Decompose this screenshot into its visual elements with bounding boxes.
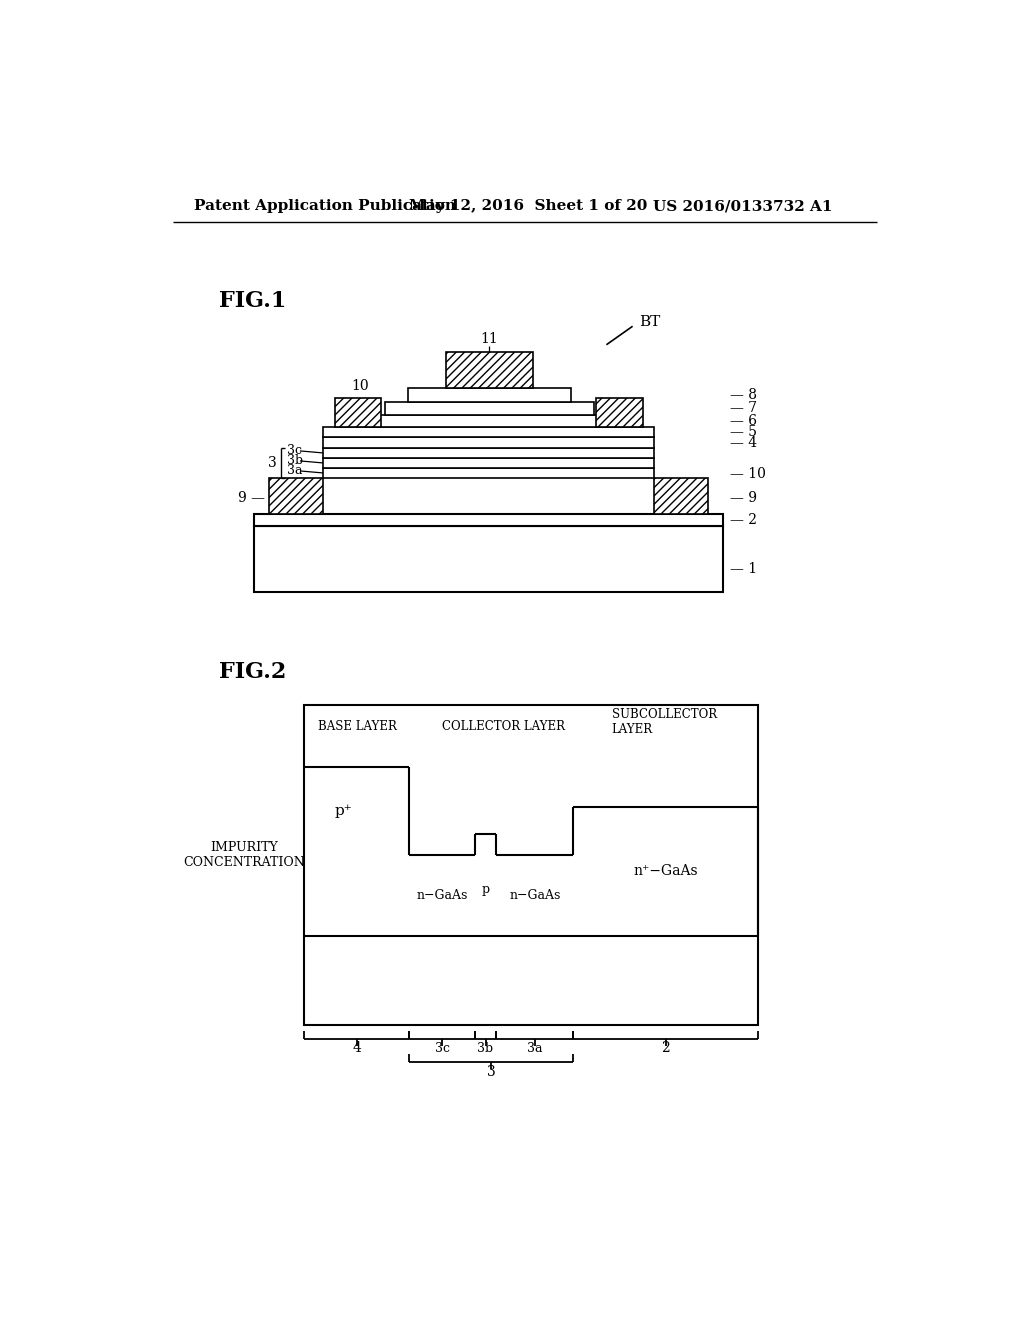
Bar xyxy=(335,397,381,428)
Text: Patent Application Publication: Patent Application Publication xyxy=(194,199,456,213)
Text: — 1: — 1 xyxy=(730,562,757,576)
Bar xyxy=(366,414,613,428)
Text: n−GaAs: n−GaAs xyxy=(417,890,468,902)
Text: COLLECTOR LAYER: COLLECTOR LAYER xyxy=(442,721,565,733)
Text: FIG.1: FIG.1 xyxy=(219,290,287,312)
Text: BASE LAYER: BASE LAYER xyxy=(317,721,396,733)
Text: May 12, 2016  Sheet 1 of 20: May 12, 2016 Sheet 1 of 20 xyxy=(410,199,647,213)
Text: 4: 4 xyxy=(352,1041,361,1056)
Text: — 8: — 8 xyxy=(730,388,757,401)
Text: — 5: — 5 xyxy=(730,425,757,440)
Bar xyxy=(323,437,654,447)
Bar xyxy=(254,515,724,527)
Bar xyxy=(323,447,654,458)
Bar xyxy=(269,478,323,515)
Text: 3a: 3a xyxy=(527,1043,543,1056)
Text: US 2016/0133732 A1: US 2016/0133732 A1 xyxy=(652,199,833,213)
Text: — 10: — 10 xyxy=(730,467,766,480)
Text: 3: 3 xyxy=(268,455,276,470)
Text: — 2: — 2 xyxy=(730,513,757,527)
Text: 3c: 3c xyxy=(287,445,302,458)
Text: 3b: 3b xyxy=(287,454,303,467)
Bar xyxy=(654,478,708,515)
Text: SUBCOLLECTOR
LAYER: SUBCOLLECTOR LAYER xyxy=(611,708,717,737)
Bar xyxy=(254,527,724,591)
Text: 9 —: 9 — xyxy=(238,491,264,504)
Text: 3: 3 xyxy=(487,1064,496,1078)
Bar xyxy=(323,458,654,469)
Text: 10: 10 xyxy=(351,379,370,393)
Text: n−GaAs: n−GaAs xyxy=(509,890,560,902)
Bar xyxy=(446,352,532,388)
Text: n⁺−GaAs: n⁺−GaAs xyxy=(634,865,698,878)
Text: — 6: — 6 xyxy=(730,414,757,428)
Text: — 9: — 9 xyxy=(730,491,757,504)
Bar xyxy=(323,469,654,478)
Bar xyxy=(323,428,654,437)
Text: 3c: 3c xyxy=(434,1043,450,1056)
Bar xyxy=(596,397,643,428)
Text: p⁺: p⁺ xyxy=(335,804,352,818)
Text: p: p xyxy=(481,883,489,896)
Text: — 7: — 7 xyxy=(730,401,757,416)
Text: 11: 11 xyxy=(480,333,499,346)
Bar xyxy=(385,401,594,414)
Text: IMPURITY
CONCENTRATION: IMPURITY CONCENTRATION xyxy=(183,841,305,870)
Bar xyxy=(408,388,571,401)
Text: 3b: 3b xyxy=(477,1043,494,1056)
Text: — 4: — 4 xyxy=(730,436,757,450)
Text: BT: BT xyxy=(639,315,660,330)
Text: 3a: 3a xyxy=(287,465,302,478)
Text: FIG.2: FIG.2 xyxy=(219,661,287,682)
Text: 2: 2 xyxy=(662,1041,670,1056)
Bar xyxy=(304,705,758,1024)
